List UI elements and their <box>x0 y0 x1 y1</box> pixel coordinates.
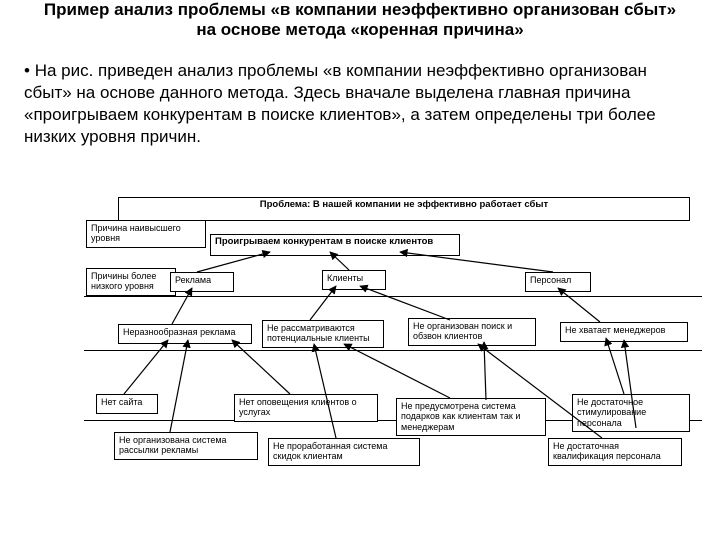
arrow-5 <box>360 286 450 320</box>
arrow-9 <box>232 340 290 394</box>
arrow-14 <box>606 338 624 394</box>
arrow-4 <box>310 286 336 320</box>
node-l3a: Нет сайта <box>96 394 158 414</box>
arrow-6 <box>558 288 600 322</box>
arrow-10 <box>314 344 336 438</box>
arrow-8 <box>170 340 188 432</box>
node-l1a: Реклама <box>170 272 234 292</box>
node-l2c: Не организован поиск и обзвон клиентов <box>408 318 536 346</box>
arrow-7 <box>124 340 168 394</box>
node-lvl0: Причина наивысшего уровня <box>86 220 206 248</box>
node-root: Проигрываем конкурентам в поиске клиенто… <box>210 234 460 256</box>
node-problem: Проблема: В нашей компании не эффективно… <box>118 197 690 221</box>
level-divider-0 <box>84 296 702 297</box>
node-l3c: Нет оповещения клиентов о услугах <box>234 394 378 422</box>
node-l3f: Не достаточная квалификация персонала <box>548 438 682 466</box>
slide: Пример анализ проблемы «в компании неэфф… <box>0 0 720 540</box>
node-l2b: Не рассматриваются потенциальные клиенты <box>262 320 384 348</box>
node-l3d: Не проработанная система скидок клиентам <box>268 438 420 466</box>
body-paragraph: На рис. приведен анализ проблемы «в комп… <box>24 60 696 148</box>
node-l2a: Неразнообразная реклама <box>118 324 252 344</box>
node-l1c: Персонал <box>525 272 591 292</box>
slide-title: Пример анализ проблемы «в компании неэфф… <box>40 0 680 41</box>
node-l3b: Не организована система рассылки рекламы <box>114 432 258 460</box>
node-l1b: Клиенты <box>322 270 386 290</box>
node-l3e: Не предусмотрена система подарков как кл… <box>396 398 546 436</box>
node-l3g: Не достаточное стимулирование персонала <box>572 394 690 432</box>
node-l2d: Не хватает менеджеров <box>560 322 688 342</box>
node-lvl1: Причины более низкого уровня <box>86 268 176 296</box>
level-divider-1 <box>84 350 702 351</box>
arrow-11 <box>344 344 450 398</box>
